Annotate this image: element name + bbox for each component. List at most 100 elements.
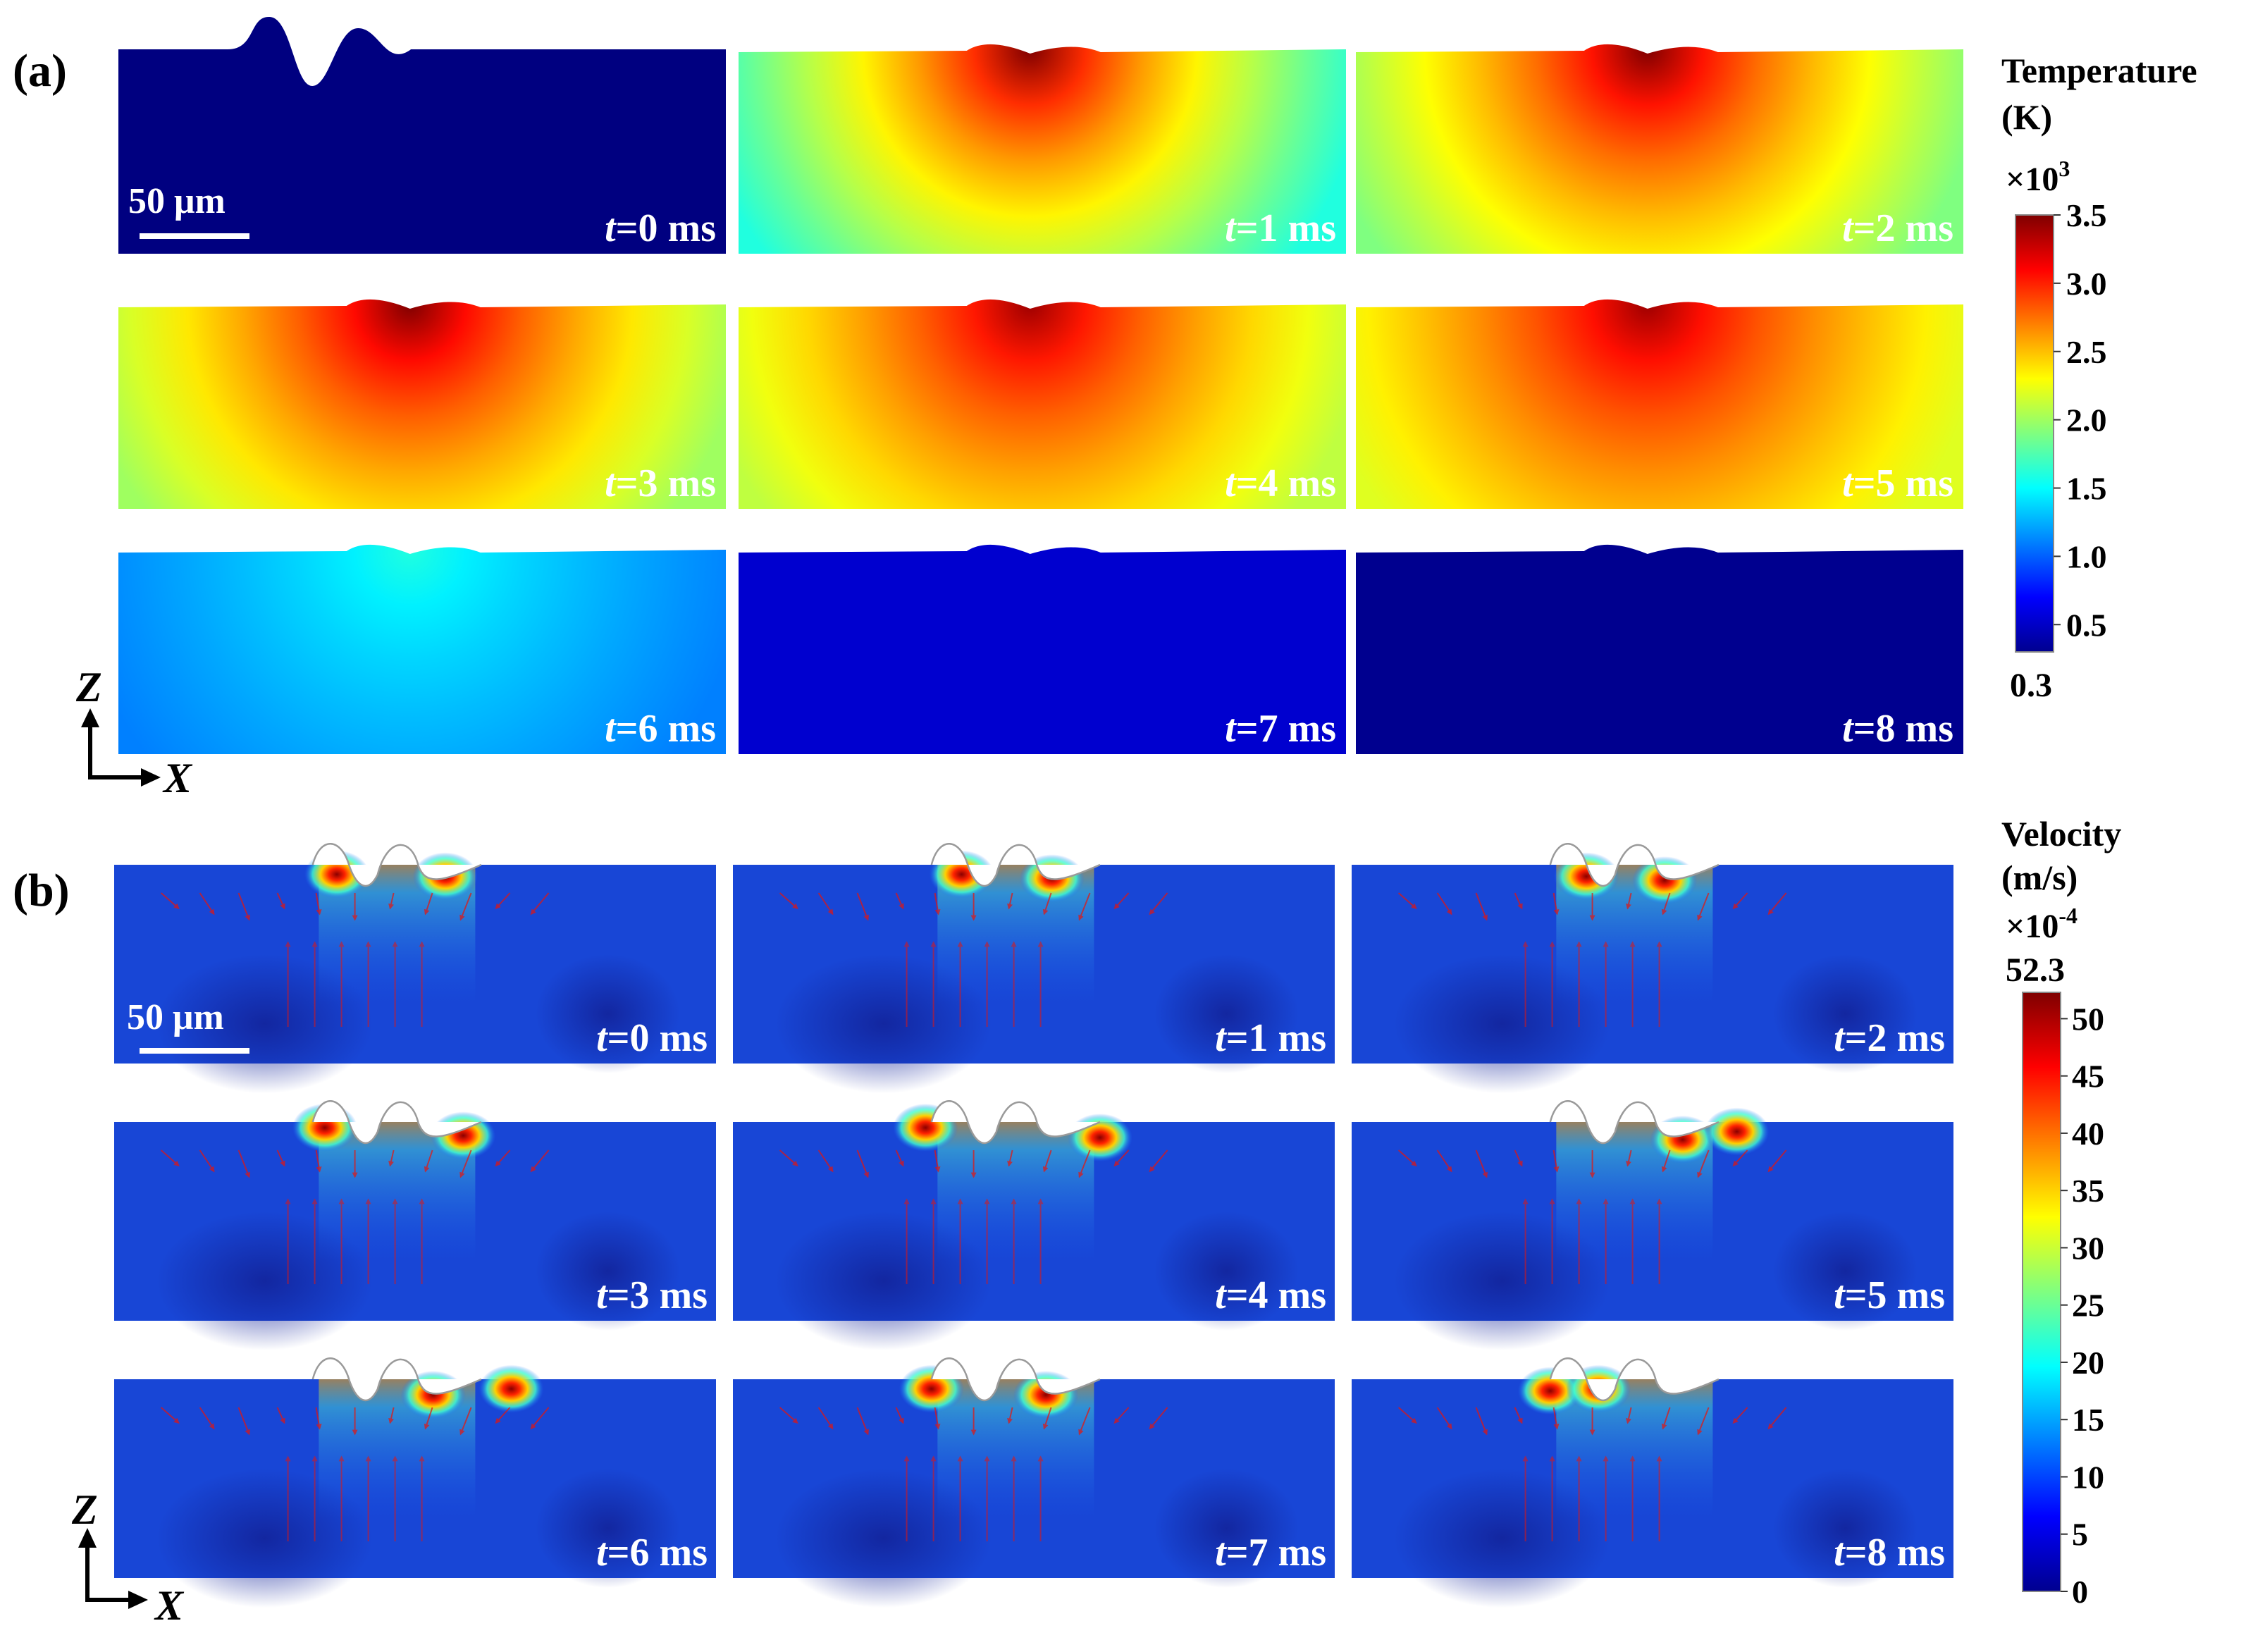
velocity-colorbar-bar xyxy=(2022,992,2061,1592)
initial-surface-outline xyxy=(930,1357,1101,1402)
colorbar-tick-label: 25 xyxy=(2072,1288,2104,1324)
low-velocity-zone xyxy=(1154,954,1299,1074)
velocity-arrow xyxy=(1475,892,1488,921)
scale-bar-line xyxy=(140,1048,249,1054)
time-label: t=1 ms xyxy=(1215,1016,1326,1060)
velocity-arrow xyxy=(276,892,285,910)
velocity-arrow xyxy=(424,1407,433,1430)
velocity-arrow xyxy=(1514,1407,1523,1424)
velocity-arrow xyxy=(895,892,904,910)
initial-surface-outline xyxy=(311,1100,482,1145)
colorbar-tick-label: 40 xyxy=(2072,1116,2104,1152)
velocity-arrow xyxy=(276,1407,285,1424)
velocity-arrow xyxy=(1149,1407,1168,1430)
panel-b-axes: Z X xyxy=(71,1486,185,1629)
temperature-field xyxy=(739,544,1346,754)
scale-bar-line xyxy=(140,233,249,239)
low-velocity-zone xyxy=(1393,1468,1611,1608)
temperature-field xyxy=(118,16,726,254)
time-label: t=7 ms xyxy=(1225,707,1336,751)
velocity-arrow xyxy=(160,892,180,910)
colorbar-title-line2: (K) xyxy=(2001,97,2052,137)
temperature-frame: t=0 ms xyxy=(118,16,726,254)
velocity-colorbar: Velocity (m/s) ×10-4 52.3 50454035302520… xyxy=(2001,814,2121,1610)
velocity-arrow xyxy=(495,1407,511,1424)
temperature-field xyxy=(739,44,1346,254)
time-label: t=8 ms xyxy=(1842,707,1953,751)
colorbar-multiplier: ×10-4 xyxy=(2006,903,2078,945)
velocity-arrow xyxy=(1078,1149,1091,1178)
colorbar-min-label: 0.3 xyxy=(2010,667,2052,704)
velocity-arrow xyxy=(459,1407,472,1436)
temperature-frame: t=5 ms xyxy=(1356,299,1963,509)
velocity-arrow xyxy=(1007,892,1013,910)
colorbar-title-line1: Temperature xyxy=(2001,51,2197,90)
x-axis-label: X xyxy=(154,1582,185,1629)
time-label: t=2 ms xyxy=(1842,207,1953,250)
velocity-arrow xyxy=(1397,1149,1417,1167)
velocity-arrow xyxy=(1767,892,1787,916)
velocity-arrow xyxy=(1397,1407,1417,1424)
z-axis-arrowhead xyxy=(81,708,99,727)
low-velocity-zone xyxy=(535,1211,680,1331)
colorbar-tick-label: 1.0 xyxy=(2066,538,2107,574)
velocity-arrow xyxy=(817,1407,834,1430)
colorbar-tick-label: 2.0 xyxy=(2066,402,2107,438)
velocity-arrow xyxy=(1626,1407,1632,1424)
temperature-field xyxy=(118,299,726,509)
colorbar-tick-label: 15 xyxy=(2072,1402,2104,1438)
velocity-frame: t=4 ms xyxy=(733,1100,1335,1351)
velocity-hotspot xyxy=(1704,1107,1770,1156)
time-label: t=7 ms xyxy=(1215,1531,1326,1574)
colorbar-tick-label: 0.5 xyxy=(2066,607,2107,643)
velocity-arrow xyxy=(495,1149,511,1167)
x-axis-arrowhead xyxy=(141,768,161,787)
temperature-field xyxy=(1356,44,1963,254)
velocity-arrow xyxy=(388,1149,395,1167)
velocity-plume xyxy=(937,1122,1094,1262)
initial-surface-outline xyxy=(930,1100,1101,1145)
velocity-arrow xyxy=(315,892,322,916)
x-axis-arrowhead xyxy=(128,1591,148,1609)
time-label: t=3 ms xyxy=(605,462,716,505)
time-label: t=3 ms xyxy=(596,1274,708,1317)
velocity-arrow xyxy=(1767,1149,1787,1173)
initial-surface-outline xyxy=(1549,1357,1720,1402)
colorbar-tick-label: 45 xyxy=(2072,1059,2104,1095)
temperature-frame: t=1 ms xyxy=(739,44,1346,254)
time-label: t=0 ms xyxy=(605,207,716,250)
panel-a-temperature: (a) t=0 ms t=1 ms t=2 ms t=3 ms t=4 ms t=5 ms… xyxy=(13,16,2197,801)
initial-surface-outline xyxy=(1549,1100,1720,1145)
panel-a-axes: Z X xyxy=(75,664,193,801)
temperature-field xyxy=(1356,544,1963,754)
velocity-arrow xyxy=(1732,1407,1748,1424)
time-label: t=5 ms xyxy=(1842,462,1953,505)
velocity-arrow xyxy=(315,1149,322,1173)
temperature-frame: t=4 ms xyxy=(739,299,1346,509)
temperature-frame: t=8 ms xyxy=(1356,544,1963,754)
scale-bar-label: 50 μm xyxy=(128,181,226,221)
time-label: t=4 ms xyxy=(1225,462,1336,505)
velocity-arrow xyxy=(315,1407,322,1430)
colorbar-title-line2: (m/s) xyxy=(2001,858,2078,897)
velocity-arrow xyxy=(856,892,869,921)
velocity-arrow xyxy=(1436,1407,1452,1430)
velocity-frame: t=3 ms xyxy=(114,1100,716,1351)
velocity-arrow xyxy=(779,1407,798,1424)
panel-a-label: (a) xyxy=(13,45,67,97)
velocity-arrow xyxy=(237,1407,250,1436)
velocity-frame: t=6 ms xyxy=(114,1357,716,1608)
time-label: t=2 ms xyxy=(1834,1016,1945,1060)
time-label: t=6 ms xyxy=(596,1531,708,1574)
velocity-frame: t=0 ms xyxy=(114,843,716,1094)
temperature-field xyxy=(1356,299,1963,509)
velocity-arrow xyxy=(459,892,472,921)
colorbar-tick-label: 50 xyxy=(2072,1001,2104,1037)
velocity-arrow xyxy=(856,1149,869,1178)
velocity-frame: t=8 ms xyxy=(1352,1357,1953,1608)
initial-surface-outline xyxy=(311,843,482,887)
panel-b-velocity: (b) t=0 ms t=1 ms t=2 ms t=3 ms t=4 ms t=5 ms… xyxy=(13,814,2121,1629)
velocity-arrow xyxy=(1007,1407,1013,1424)
